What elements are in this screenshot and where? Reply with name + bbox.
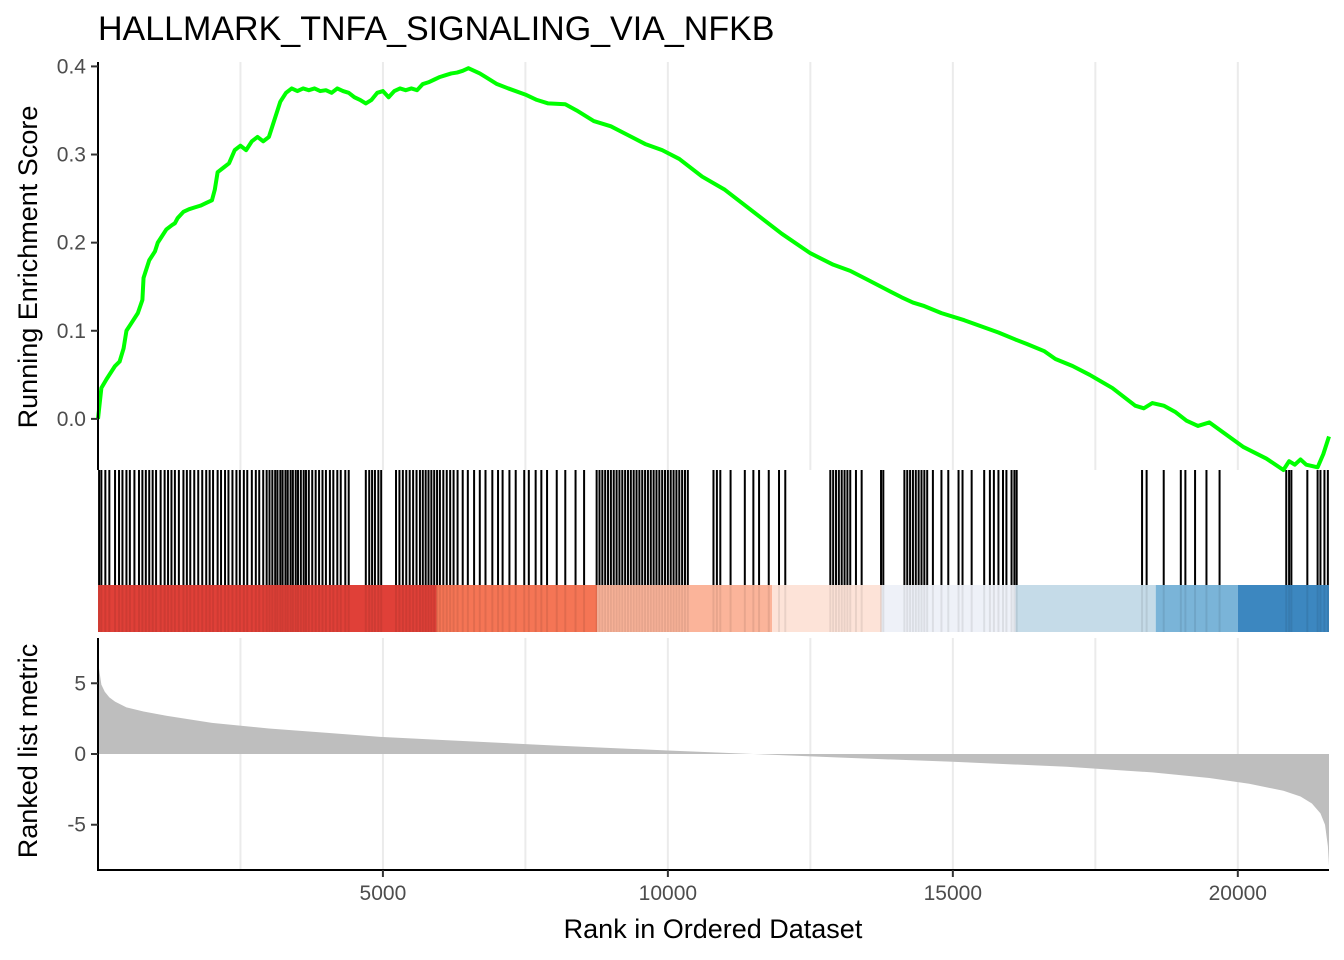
rank-color-bands (98, 585, 1329, 632)
rank-band (1237, 585, 1329, 632)
running-score-axis-label: Running Enrichment Score (13, 106, 43, 429)
y-tick-label: 5 (74, 672, 86, 695)
rank-band (1015, 585, 1156, 632)
running-score-line (96, 66, 1331, 472)
chart-title: HALLMARK_TNFA_SIGNALING_VIA_NFKB (98, 10, 774, 48)
ranked-metric-y-ticks: -5 0 5 (67, 672, 98, 837)
ranked-metric-area (98, 654, 1329, 866)
y-tick-label: 0.4 (57, 55, 87, 78)
rank-band (436, 585, 598, 632)
running-score-y-ticks: 0.0 0.1 0.2 0.3 0.4 (57, 55, 98, 431)
rank-band (98, 585, 437, 632)
gene-hit-marks (98, 470, 1329, 632)
rank-band (881, 585, 1016, 632)
ranked-metric-axis-label: Ranked list metric (13, 644, 43, 859)
y-tick-label: -5 (67, 814, 86, 837)
y-tick-label: 0.1 (57, 320, 86, 343)
running-score-gridlines (239, 62, 1239, 470)
y-tick-label: 0.0 (57, 408, 86, 431)
y-tick-label: 0.2 (57, 232, 86, 255)
ranked-metric-panel (98, 654, 1329, 866)
x-axis-label: Rank in Ordered Dataset (564, 914, 863, 944)
rank-band (772, 585, 882, 632)
rank-band (1155, 585, 1238, 632)
x-tick-label: 15000 (924, 882, 982, 905)
x-tick-label: 10000 (639, 882, 697, 905)
x-axis-ticks: 5000 10000 15000 20000 (360, 870, 1267, 905)
y-tick-label: 0.3 (57, 144, 86, 167)
rank-band (597, 585, 773, 632)
y-tick-label: 0 (74, 743, 86, 766)
x-tick-label: 5000 (360, 882, 407, 905)
x-tick-label: 20000 (1209, 882, 1267, 905)
running-score-panel (96, 66, 1331, 472)
